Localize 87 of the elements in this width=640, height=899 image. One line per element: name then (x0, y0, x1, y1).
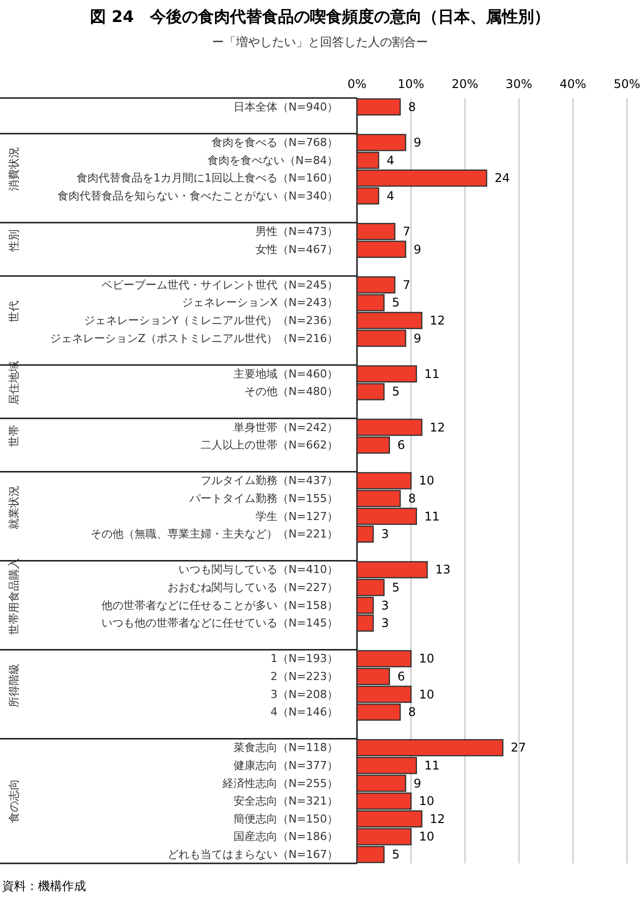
data-label: 11 (424, 366, 440, 381)
data-label: 5 (392, 296, 400, 310)
y-tick-label: ジェネレーションZ（ポストミレニアル世代）（N=216） (50, 332, 338, 345)
data-label: 6 (397, 670, 406, 684)
y-tick-label: 食肉代替食品を1カ月間に1回以上食べる（N=160） (76, 172, 338, 185)
y-tick-label: おおむね関与している（N=227） (168, 581, 338, 594)
text: 世代 (8, 300, 20, 323)
y-tick-label: 4（N=146） (270, 706, 338, 719)
data-label: 5 (392, 580, 400, 594)
text: 性別 (8, 229, 20, 252)
y-tick-label: 主要地域（N=460） (234, 367, 338, 380)
data-label: 11 (424, 758, 440, 772)
data-label: 8 (408, 492, 416, 506)
y-tick-label: その他（N=480） (244, 385, 338, 398)
y-tick-label: 経済性志向（N=255） (222, 776, 338, 790)
data-label: 3 (381, 598, 389, 612)
text: 資料：機構作成 (2, 879, 86, 893)
data-label: 9 (414, 331, 422, 346)
y-tick-label: ジェネレーションX（N=243） (182, 296, 338, 310)
data-label: 5 (392, 384, 400, 399)
data-label: 10 (419, 652, 434, 666)
data-label: 9 (414, 242, 422, 256)
y-tick-label: 安全志向（N=321） (234, 794, 338, 808)
text: 居住地域 (8, 360, 20, 405)
text: 食の志向 (8, 779, 20, 824)
data-label: 3 (381, 616, 389, 630)
data-label: 10 (419, 794, 434, 808)
data-label: 8 (408, 100, 416, 114)
y-tick-label: パートタイム勤務（N=155） (188, 492, 338, 505)
y-tick-label: 学生（N=127） (256, 510, 338, 523)
text: 消費状況 (8, 147, 20, 192)
text: 就業状況 (8, 485, 20, 530)
data-label: 12 (430, 420, 446, 434)
y-tick-label: どれも当てはまらない（N=167） (168, 848, 338, 861)
y-tick-label: 男性（N=473） (256, 225, 338, 238)
y-tick-label: 3（N=208） (270, 688, 338, 701)
text: 世帯用食品購入 (8, 558, 20, 635)
chart-subtitle: ー「増やしたい」と回答した人の割合ー (212, 35, 428, 49)
y-tick-label: 健康志向（N=377） (234, 759, 338, 772)
x-tick-label: 0% (347, 77, 367, 91)
data-label: 13 (435, 562, 450, 577)
data-label: 7 (402, 224, 410, 238)
data-label: 9 (414, 776, 422, 790)
chart-title: 図 24 今後の食肉代替食品の喫食頻度の意向（日本、属性別） (90, 7, 550, 26)
y-tick-label: 女性（N=467） (256, 242, 338, 256)
data-label: 8 (408, 705, 416, 720)
y-tick-label: ジェネレーションY（ミレニアル世代）（N=236） (84, 314, 338, 327)
data-label: 6 (397, 438, 406, 452)
y-tick-label: 食肉を食べる（N=768） (212, 136, 338, 149)
data-label: 27 (510, 740, 526, 755)
y-tick-label: 日本全体（N=940） (234, 100, 338, 114)
data-label: 12 (430, 314, 446, 328)
data-label: 4 (386, 188, 394, 203)
text: 所得階級 (8, 663, 20, 708)
y-tick-label: 食肉代替食品を知らない・食べたことがない（N=340） (58, 189, 338, 202)
x-tick-label: 50% (614, 77, 640, 91)
y-tick-label: ベビーブーム世代・サイレント世代（N=245） (102, 278, 338, 292)
y-tick-label: 1（N=193） (270, 652, 338, 666)
x-tick-label: 20% (452, 77, 478, 91)
bar (356, 98, 401, 116)
y-tick-label: 簡便志向（N=150） (234, 812, 338, 826)
data-label: 7 (402, 278, 410, 292)
y-tick-label: 単身世帯（N=242） (234, 420, 338, 434)
y-tick-label: 食肉を食べない（N=84） (208, 154, 338, 167)
data-label: 24 (494, 171, 510, 186)
y-tick-label: 2（N=223） (270, 670, 338, 683)
y-tick-label: 二人以上の世帯（N=662） (200, 438, 338, 452)
text: 世帯 (8, 425, 20, 448)
y-tick-label: いつも関与している（N=410） (178, 563, 338, 576)
y-tick-label: 国産志向（N=186） (234, 830, 338, 844)
data-label: 5 (392, 848, 400, 862)
data-label: 10 (419, 687, 434, 702)
x-tick-label: 10% (398, 77, 424, 91)
data-label: 10 (419, 830, 434, 844)
x-tick-label: 30% (506, 77, 532, 91)
y-tick-label: いつも他の世帯者などに任せている（N=145） (102, 616, 338, 630)
data-label: 11 (424, 509, 440, 524)
data-label: 9 (414, 136, 422, 150)
x-tick-label: 40% (560, 77, 586, 91)
data-label: 12 (430, 812, 446, 826)
y-tick-label: 菜食志向（N=118） (234, 741, 338, 754)
data-label: 3 (381, 527, 389, 542)
y-tick-label: フルタイム勤務（N=437） (200, 474, 338, 488)
y-tick-label: 他の世帯者などに任せることが多い（N=158） (102, 598, 338, 612)
data-label: 4 (386, 153, 394, 168)
data-label: 10 (419, 474, 434, 488)
y-tick-label: その他（無職、専業主婦・主夫など）（N=221） (90, 528, 338, 541)
